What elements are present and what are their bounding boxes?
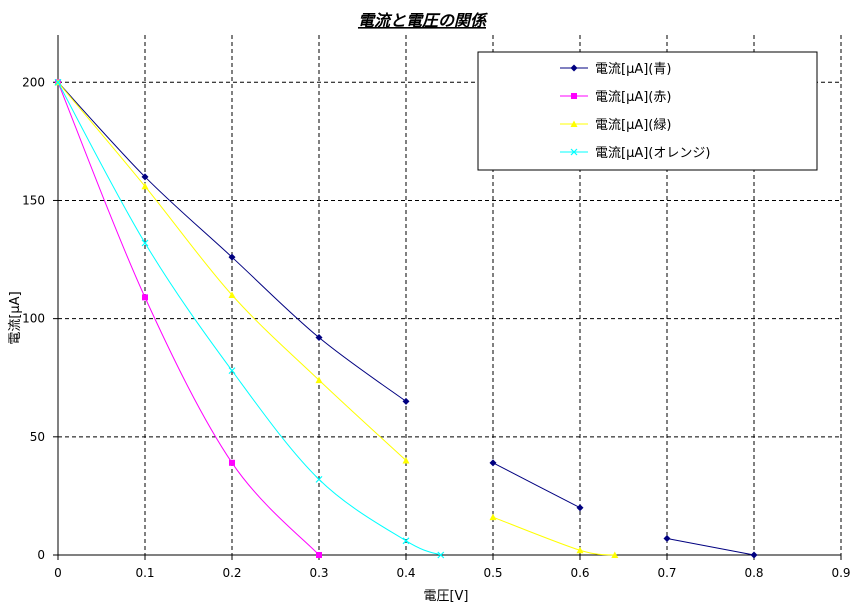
x-tick-label: 0.1	[135, 566, 154, 580]
x-tick-label: 0.7	[657, 566, 676, 580]
legend-label: 電流[μA](青)	[595, 62, 671, 77]
y-tick-label: 0	[37, 548, 45, 562]
triangle-marker	[228, 291, 236, 298]
x-marker-stroke	[570, 148, 578, 156]
legend: 電流[μA](青) 電流[μA](赤) 電流[μA](緑) 電流[μA](オレンジ)	[477, 51, 818, 171]
x-tick-label: 0.5	[483, 566, 502, 580]
diamond-marker	[141, 173, 149, 181]
series-3	[54, 78, 445, 559]
x-tick-label: 0.4	[396, 566, 415, 580]
diamond-marker	[750, 551, 758, 559]
x-marker-stroke	[437, 551, 445, 559]
square-marker	[571, 93, 577, 99]
square-marker	[316, 552, 322, 558]
x-marker	[402, 537, 410, 545]
series-line	[666, 537, 755, 556]
x-marker	[141, 239, 149, 247]
legend-box	[477, 51, 818, 171]
legend-label: 電流[μA](オレンジ)	[595, 146, 710, 161]
y-tick-label: 50	[30, 430, 45, 444]
y-tick-label: 200	[22, 75, 45, 89]
square-marker	[229, 459, 235, 466]
triangle-marker	[611, 551, 619, 558]
diamond-marker	[402, 397, 410, 405]
x-marker-stroke	[54, 78, 62, 86]
legend-item: 電流[μA](緑)	[560, 118, 671, 133]
series-0	[54, 78, 758, 559]
x-marker-stroke	[228, 367, 236, 375]
legend-item: 電流[μA](オレンジ)	[560, 146, 710, 161]
triangle-marker	[570, 120, 578, 127]
diamond-marker	[576, 504, 584, 512]
series-line	[57, 82, 320, 556]
x-tick-label: 0.3	[309, 566, 328, 580]
x-axis-label: 電圧[V]	[423, 589, 468, 604]
legend-item: 電流[μA](青)	[560, 62, 671, 77]
y-tick-label: 100	[22, 312, 45, 326]
x-marker	[54, 78, 62, 86]
triangle-marker	[489, 513, 497, 521]
y-axis-label: 電流[μA]	[8, 291, 23, 344]
x-marker-stroke	[315, 475, 323, 483]
x-tick-label: 0.6	[570, 566, 589, 580]
x-marker	[437, 551, 445, 559]
x-marker	[570, 148, 578, 156]
legend-label: 電流[μA](緑)	[595, 118, 671, 133]
tick-labels: 0 0.1 0.2 0.3 0.4 0.5 0.6 0.7 0.8 0.9 0 50 100 150 200	[22, 75, 850, 580]
y-tick-label: 150	[22, 193, 45, 207]
diamond-marker	[489, 459, 497, 467]
triangle-marker	[576, 546, 584, 554]
x-marker-stroke	[141, 239, 149, 247]
x-marker-stroke	[402, 537, 410, 545]
triangle-marker	[402, 456, 410, 464]
triangle-marker	[315, 376, 323, 384]
x-tick-label: 0.2	[222, 566, 241, 580]
diamond-marker	[315, 334, 323, 342]
diamond-marker	[228, 253, 236, 261]
series-lines	[54, 78, 758, 559]
square-marker	[142, 294, 148, 301]
x-marker	[228, 367, 236, 375]
legend-label: 電流[μA](赤)	[595, 90, 671, 105]
triangle-marker	[141, 182, 149, 190]
series-line	[492, 462, 581, 509]
chart-title: 電流と電圧の関係	[358, 11, 489, 30]
x-tick-label: 0	[54, 566, 62, 580]
x-marker	[315, 475, 323, 483]
diamond-marker	[570, 64, 578, 72]
axes	[53, 35, 842, 560]
x-tick-label: 0.9	[831, 566, 850, 580]
x-tick-label: 0.8	[744, 566, 763, 580]
diamond-marker	[663, 534, 671, 542]
legend-item: 電流[μA](赤)	[560, 90, 671, 105]
